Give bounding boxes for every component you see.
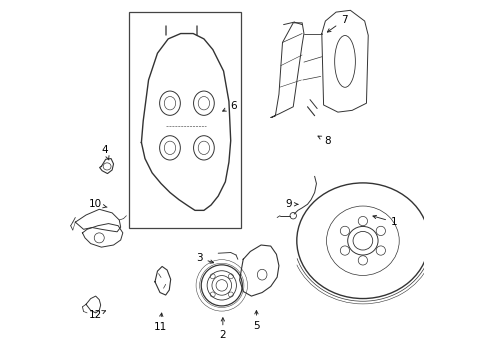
Text: 3: 3 — [196, 253, 214, 263]
Text: 4: 4 — [101, 145, 109, 160]
Text: 6: 6 — [222, 101, 237, 111]
Bar — [129, 12, 242, 228]
Text: 11: 11 — [153, 313, 167, 332]
Text: 9: 9 — [285, 199, 298, 209]
Text: 7: 7 — [327, 15, 347, 32]
Text: 8: 8 — [318, 136, 331, 147]
Text: 12: 12 — [89, 310, 105, 320]
Text: 10: 10 — [88, 199, 107, 209]
Text: 1: 1 — [373, 215, 397, 227]
Text: 2: 2 — [220, 318, 226, 341]
Text: 5: 5 — [253, 311, 260, 331]
